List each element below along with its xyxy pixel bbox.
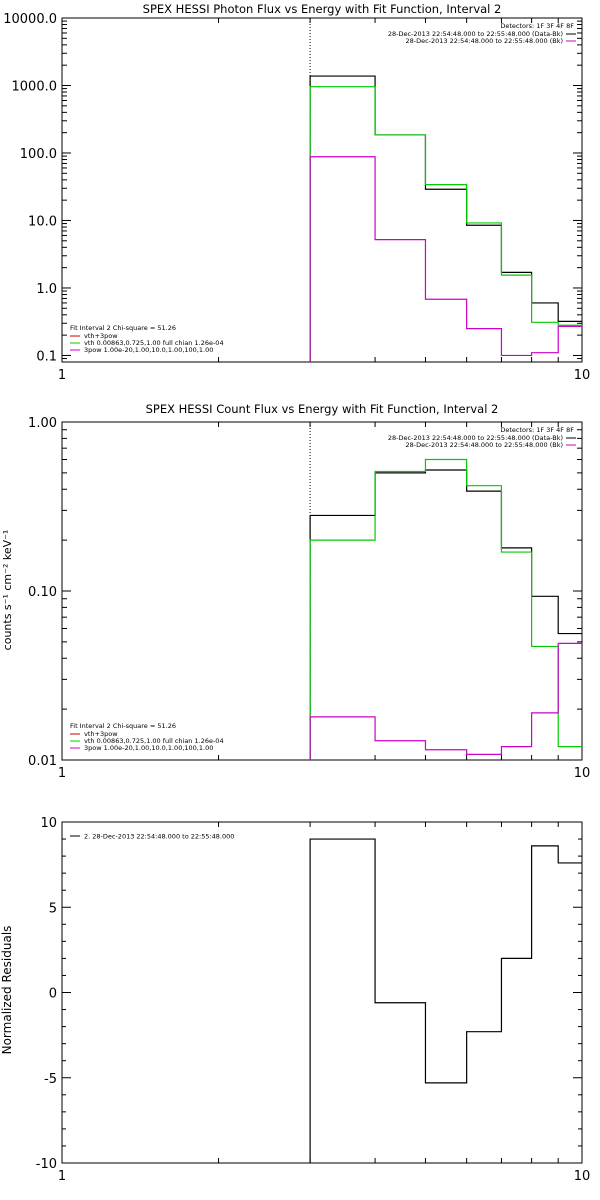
y-tick-label: 100.0	[20, 147, 57, 162]
legend-entry-label: 28-Dec-2013 22:54:48.000 to 22:55:48.000…	[388, 30, 563, 38]
legend-header: Detectors: 1F 3F 4F 8F	[500, 426, 574, 434]
fit-legend-entry-label: 3pow 1.00e-20,1.00,10.0,1.00,100,1.00	[84, 744, 213, 752]
y-tick-label: 0	[49, 987, 57, 1002]
y-tick-label: 10000.0	[3, 12, 57, 27]
fit-legend-entry-label: vth+3pow	[84, 332, 118, 340]
legend-entry-label: 2. 28-Dec-2013 22:54:48.000 to 22:55:48.…	[84, 833, 234, 841]
x-tick-label: 1	[58, 766, 66, 781]
count-flux-title: SPEX HESSI Count Flux vs Energy with Fit…	[146, 402, 499, 416]
legend-header: Detectors: 1F 3F 4F 8F	[500, 22, 574, 30]
plot-frame	[61, 17, 583, 363]
y-tick-label: 10.0	[28, 214, 57, 229]
legend-entry-label: 28-Dec-2013 22:54:48.000 to 22:55:48.000…	[406, 441, 564, 449]
y-tick-label: 1000.0	[12, 79, 58, 94]
fit-legend-entry-label: vth+3pow	[84, 730, 118, 738]
series-step-line	[309, 458, 582, 760]
fit-legend-header: Fit Interval 2 Chi-square = 51.26	[70, 722, 176, 730]
series-step-line	[309, 86, 582, 362]
residuals-panel: Normalized Residuals 1 10 10 5 0 -5 -10 2. 28-…	[0, 816, 590, 1184]
series-step-line	[309, 838, 582, 1163]
x-tick-label: 1	[58, 1169, 66, 1184]
photon-flux-panel: SPEX HESSI Photon Flux vs Energy with Fi…	[3, 2, 590, 383]
photon-flux-title: SPEX HESSI Photon Flux vs Energy with Fi…	[143, 2, 502, 16]
y-tick-label: 0.1	[36, 349, 57, 364]
count-flux-panel: SPEX HESSI Count Flux vs Energy with Fit…	[1, 402, 590, 781]
y-tick-label: -5	[44, 1072, 57, 1087]
residuals-y-label: Normalized Residuals	[0, 926, 14, 1055]
fit-legend-header: Fit Interval 2 Chi-square = 51.26	[70, 324, 176, 332]
y-tick-label: 1.00	[28, 416, 57, 431]
series-step-line	[309, 156, 582, 362]
y-tick-label: 10	[40, 816, 57, 831]
legend-entry-label: 28-Dec-2013 22:54:48.000 to 22:55:48.000…	[388, 434, 563, 442]
count-flux-y-label: counts s⁻¹ cm⁻² keV⁻¹	[1, 530, 14, 651]
y-tick-label: 0.10	[28, 585, 57, 600]
fit-legend-entry-label: vth 0.00863,0.725,1.00 full chian 1.26e-…	[84, 339, 224, 347]
fit-legend-entry-label: vth 0.00863,0.725,1.00 full chian 1.26e-…	[84, 737, 224, 745]
x-tick-label: 10	[574, 1169, 591, 1184]
y-tick-label: 1.0	[36, 282, 57, 297]
x-tick-label: 10	[574, 766, 591, 781]
x-tick-label: 1	[58, 368, 66, 383]
y-tick-label: 0.01	[28, 754, 57, 769]
legend-entry-label: 28-Dec-2013 22:54:48.000 to 22:55:48.000…	[406, 37, 564, 45]
y-tick-label: 5	[49, 901, 57, 916]
x-tick-label: 10	[574, 368, 591, 383]
series-step-line	[309, 642, 582, 760]
fit-legend-entry-label: 3pow 1.00e-20,1.00,10.0,1.00,100,1.00	[84, 346, 213, 354]
y-tick-label: -10	[36, 1157, 57, 1172]
